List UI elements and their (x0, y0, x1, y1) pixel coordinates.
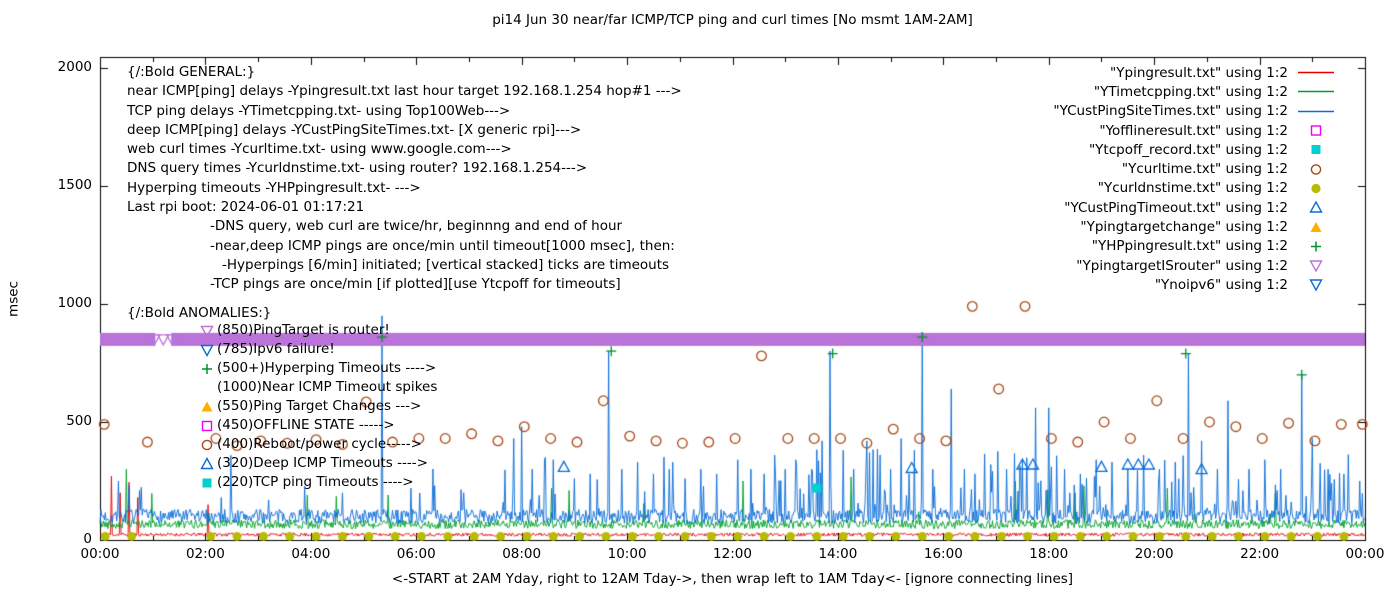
anomaly-marker-plus-icon (199, 361, 215, 377)
general-annotations: {/:Bold GENERAL:} near ICMP[ping] delays… (127, 63, 682, 295)
anomaly-marker-square-filled-icon (199, 475, 215, 491)
general-annotation-line: TCP ping delays -YTimetcpping.txt- using… (127, 102, 511, 119)
chart-title: pi14 Jun 30 near/far ICMP/TCP ping and c… (492, 12, 973, 28)
general-header: {/:Bold GENERAL:} (127, 64, 256, 80)
legend-marker-line-icon (1296, 84, 1336, 99)
legend-marker-circle-open-icon (1296, 162, 1336, 177)
legend-item: "Ycurldnstime.txt" using 1:2 (1053, 179, 1336, 198)
general-annotation-line: -Hyperpings [6/min] initiated; [vertical… (222, 256, 670, 273)
anomaly-marker-triangle-up-filled-icon (199, 399, 215, 415)
anomaly-text: (500+)Hyperping Timeouts ----> (217, 360, 437, 376)
anomaly-text: (220)TCP ping Timeouts ----> (217, 474, 414, 490)
legend-item: "Ypingtargetchange" using 1:2 (1053, 217, 1336, 236)
y-tick-label: 500 (66, 413, 92, 429)
x-tick-label: 16:00 (923, 546, 963, 562)
legend-item: "YTimetcpping.txt" using 1:2 (1053, 82, 1336, 101)
general-annotation-line: near ICMP[ping] delays -Ypingresult.txt … (127, 83, 682, 100)
legend-label: "Ypingresult.txt" using 1:2 (1110, 64, 1288, 81)
x-tick-label: 00:00 (1345, 546, 1385, 562)
anomaly-marker-circle-open-icon (199, 437, 215, 453)
anomaly-marker-triangle-down-open-icon (199, 342, 215, 358)
anomaly-text: (785)Ipv6 failure! (217, 341, 335, 357)
anomaly-text: (550)Ping Target Changes ---> (217, 398, 422, 414)
anomaly-text: (850)PingTarget is router! (217, 322, 390, 338)
general-annotation-line: deep ICMP[ping] delays -YCustPingSiteTim… (127, 121, 582, 138)
general-annotation-line: web curl times -Ycurltime.txt- using www… (127, 141, 512, 158)
legend-label: "Ycurltime.txt" using 1:2 (1121, 161, 1288, 178)
legend-item: "Ytcpoff_record.txt" using 1:2 (1053, 140, 1336, 159)
anomaly-text: (400)Reboot/power cycle-----> (217, 436, 422, 452)
legend-label: "YCustPingTimeout.txt" using 1:2 (1064, 199, 1288, 216)
y-axis-label: msec (5, 281, 22, 317)
legend-item: "Ynoipv6" using 1:2 (1053, 275, 1336, 294)
anomaly-marker-triangle-down-open-icon (199, 323, 215, 339)
anomaly-text: (320)Deep ICMP Timeouts ----> (217, 455, 428, 471)
legend-label: "YTimetcpping.txt" using 1:2 (1093, 83, 1288, 100)
legend-marker-line-icon (1296, 65, 1336, 80)
general-annotation-line: DNS query times -Ycurldnstime.txt- using… (127, 160, 588, 177)
anomaly-text: (450)OFFLINE STATE -----> (217, 417, 395, 433)
legend-item: "Yofflineresult.txt" using 1:2 (1053, 121, 1336, 140)
legend-marker-line-icon (1296, 104, 1336, 119)
x-tick-label: 12:00 (713, 546, 752, 562)
x-tick-label: 14:00 (818, 546, 858, 562)
x-tick-label: 18:00 (1029, 546, 1069, 562)
legend-marker-triangle-down-open-icon (1296, 277, 1336, 292)
x-tick-label: 00:00 (80, 546, 120, 562)
x-tick-label: 04:00 (291, 546, 331, 562)
legend-item: "Ypingresult.txt" using 1:2 (1053, 63, 1336, 82)
legend-marker-triangle-up-open-icon (1296, 200, 1336, 215)
anomaly-marker-square-open-icon (199, 418, 215, 434)
legend-label: "Ycurldnstime.txt" using 1:2 (1097, 180, 1288, 197)
anomaly-text: (1000)Near ICMP Timeout spikes (217, 379, 438, 395)
y-tick-label: 0 (83, 531, 92, 547)
x-tick-label: 02:00 (185, 546, 225, 562)
x-tick-label: 22:00 (1240, 546, 1280, 562)
legend-item: "YCustPingSiteTimes.txt" using 1:2 (1053, 102, 1336, 121)
legend-label: "Ynoipv6" using 1:2 (1154, 276, 1288, 293)
x-axis-label: <-START at 2AM Yday, right to 12AM Tday-… (391, 571, 1074, 587)
anomaly-marker-triangle-up-open-icon (199, 456, 215, 472)
legend-label: "YCustPingSiteTimes.txt" using 1:2 (1053, 103, 1288, 120)
legend-marker-triangle-up-filled-icon (1296, 220, 1336, 235)
legend: "Ypingresult.txt" using 1:2 "YTimetcpping… (1053, 63, 1336, 295)
legend-item: "YHPpingresult.txt" using 1:2 (1053, 237, 1336, 256)
legend-label: "YpingtargetISrouter" using 1:2 (1076, 257, 1288, 274)
legend-label: "Ypingtargetchange" using 1:2 (1080, 219, 1288, 236)
general-annotation-line: Last rpi boot: 2024-06-01 01:17:21 (127, 199, 365, 216)
general-annotation-line: Hyperping timeouts -YHPpingresult.txt- -… (127, 179, 421, 196)
legend-label: "Yofflineresult.txt" using 1:2 (1099, 122, 1288, 139)
x-tick-label: 10:00 (607, 546, 647, 562)
legend-marker-circle-filled-icon (1296, 181, 1336, 196)
general-annotation-line: -DNS query, web curl are twice/hr, begin… (210, 218, 623, 235)
general-annotation-line: -TCP pings are once/min [if plotted][use… (210, 276, 621, 293)
y-tick-label: 2000 (57, 59, 92, 75)
general-annotation-line: -near,deep ICMP pings are once/min until… (210, 237, 675, 254)
x-tick-label: 20:00 (1134, 546, 1174, 562)
x-tick-label: 08:00 (502, 546, 542, 562)
legend-marker-square-filled-icon (1296, 142, 1336, 157)
legend-marker-plus-icon (1296, 239, 1336, 254)
y-tick-label: 1500 (57, 177, 92, 193)
legend-marker-triangle-down-open-icon (1296, 258, 1336, 273)
y-tick-label: 1000 (57, 295, 92, 311)
legend-marker-square-open-icon (1296, 123, 1336, 138)
legend-label: "Ytcpoff_record.txt" using 1:2 (1088, 141, 1288, 158)
x-tick-label: 06:00 (396, 546, 436, 562)
legend-item: "YCustPingTimeout.txt" using 1:2 (1053, 198, 1336, 217)
legend-item: "YpingtargetISrouter" using 1:2 (1053, 256, 1336, 275)
legend-label: "YHPpingresult.txt" using 1:2 (1091, 238, 1288, 255)
anomalies-header: {/:Bold ANOMALIES:} (127, 305, 272, 321)
legend-item: "Ycurltime.txt" using 1:2 (1053, 159, 1336, 178)
